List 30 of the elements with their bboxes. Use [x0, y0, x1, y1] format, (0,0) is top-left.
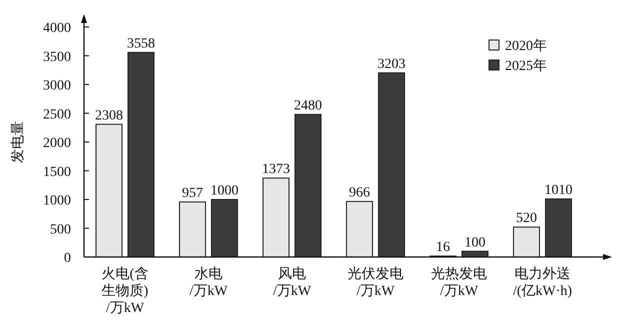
legend-label: 2020年 — [505, 38, 547, 54]
x-tick-label: 电力外送/(亿kW·h) — [512, 266, 572, 299]
data-label: 3558 — [127, 36, 155, 52]
x-tick-label: 光热发电/万kW — [431, 266, 487, 299]
y-axis-title: 发电量 — [10, 121, 26, 163]
legend-label: 2025年 — [505, 58, 547, 74]
data-label: 3203 — [378, 56, 406, 72]
y-tick-label: 3000 — [43, 78, 71, 94]
y-tick-label: 500 — [50, 222, 71, 238]
y-tick-label: 4000 — [43, 21, 71, 36]
y-tick-label: 2000 — [43, 136, 71, 151]
y-tick-label: 2500 — [43, 107, 71, 122]
y-tick-label: 3500 — [43, 50, 71, 65]
x-tick-label: 水电/万kW — [189, 266, 228, 299]
x-tick-label: 风电/万kW — [272, 266, 312, 299]
y-tick-label: 0 — [64, 251, 71, 266]
data-label: 100 — [464, 235, 486, 250]
x-tick-label: 火电(含生物质)/万kW — [102, 266, 149, 316]
data-label: 2308 — [95, 108, 123, 124]
x-tick-label: 光伏发电/万kW — [348, 266, 404, 299]
data-label: 1373 — [262, 162, 290, 178]
y-tick-label: 1000 — [43, 194, 71, 208]
data-label: 966 — [349, 185, 370, 200]
data-label: 1010 — [544, 182, 572, 198]
data-label: 16 — [436, 240, 450, 256]
data-label: 520 — [516, 211, 537, 226]
y-tick-label: 1500 — [43, 164, 71, 180]
data-label: 1000 — [210, 184, 238, 198]
data-label: 2480 — [294, 98, 322, 114]
data-label: 957 — [182, 186, 203, 201]
